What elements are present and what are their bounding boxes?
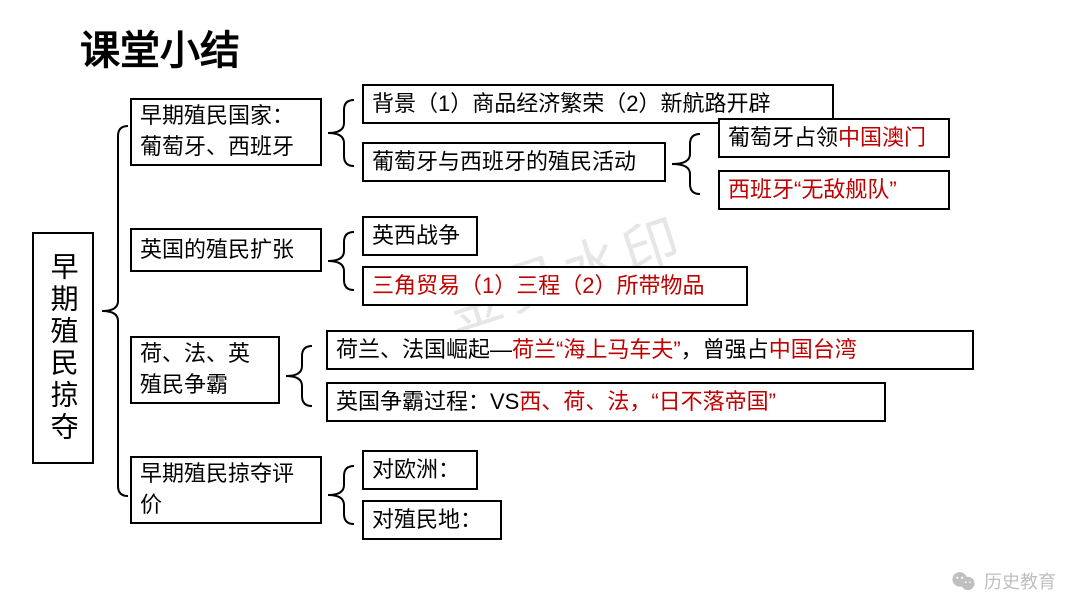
diagram-node: 早期殖民掠夺评价	[130, 456, 322, 524]
node-line: 殖民争霸	[140, 370, 250, 401]
brace	[328, 232, 354, 290]
brace	[102, 126, 128, 496]
node-segment: 西、荷、法，“日不落帝国”	[519, 387, 776, 418]
node-line: 早期殖民掠夺评	[140, 459, 294, 490]
node-line: 荷、法、英	[140, 339, 250, 370]
diagram-node: 葡萄牙与西班牙的殖民活动	[362, 142, 666, 182]
node-segment: 三角贸易（1）三程（2）所带物品	[372, 271, 704, 302]
diagram-node: 西班牙“无敌舰队”	[718, 170, 950, 210]
node-segment: 对殖民地：	[372, 505, 482, 536]
node-segment: 西班牙“无敌舰队”	[728, 175, 897, 206]
diagram-node: 英国的殖民扩张	[130, 228, 322, 272]
node-segment: 中国澳门	[838, 123, 926, 154]
node-segment: 葡萄牙与西班牙的殖民活动	[372, 147, 636, 178]
node-segment: 英西战争	[372, 221, 460, 252]
footer: 历史教育	[950, 568, 1056, 594]
footer-text: 历史教育	[984, 568, 1056, 594]
wechat-icon	[950, 568, 976, 594]
node-segment: 荷兰、法国崛起—	[336, 335, 512, 366]
node-line: 葡萄牙、西班牙	[140, 132, 294, 163]
node-line: 早期殖民国家：	[140, 101, 294, 132]
node-line: 价	[140, 490, 294, 521]
node-segment: 英国争霸过程：VS	[336, 387, 519, 418]
node-segment: 中国台湾	[769, 335, 857, 366]
root-node: 早期殖民掠夺	[32, 232, 94, 464]
diagram-node: 三角贸易（1）三程（2）所带物品	[362, 266, 748, 306]
diagram-node: 葡萄牙占领中国澳门	[718, 118, 950, 158]
page-title: 课堂小结	[80, 18, 240, 76]
diagram-node: 早期殖民国家：葡萄牙、西班牙	[130, 98, 322, 166]
diagram-node: 荷兰、法国崛起—荷兰“海上马车夫”，曾强占中国台湾	[326, 330, 974, 370]
node-segment: 背景（1）商品经济繁荣（2）新航路开辟	[372, 89, 770, 120]
diagram-node: 荷、法、英殖民争霸	[130, 336, 280, 404]
brace	[328, 100, 354, 166]
brace	[286, 346, 312, 406]
diagram-node: 英西战争	[362, 216, 478, 256]
diagram-node: 英国争霸过程：VS西、荷、法，“日不落帝国”	[326, 382, 886, 422]
node-segment: 荷兰“海上马车夫”	[512, 335, 681, 366]
node-segment: 对欧洲：	[372, 455, 460, 486]
node-segment: 葡萄牙占领	[728, 123, 838, 154]
root-label: 早期殖民掠夺	[43, 252, 82, 444]
node-segment: ，曾强占	[681, 335, 769, 366]
brace	[672, 134, 700, 194]
diagram-node: 对欧洲：	[362, 450, 478, 490]
diagram-node: 对殖民地：	[362, 500, 502, 540]
node-line: 英国的殖民扩张	[140, 235, 294, 266]
brace	[328, 466, 354, 524]
